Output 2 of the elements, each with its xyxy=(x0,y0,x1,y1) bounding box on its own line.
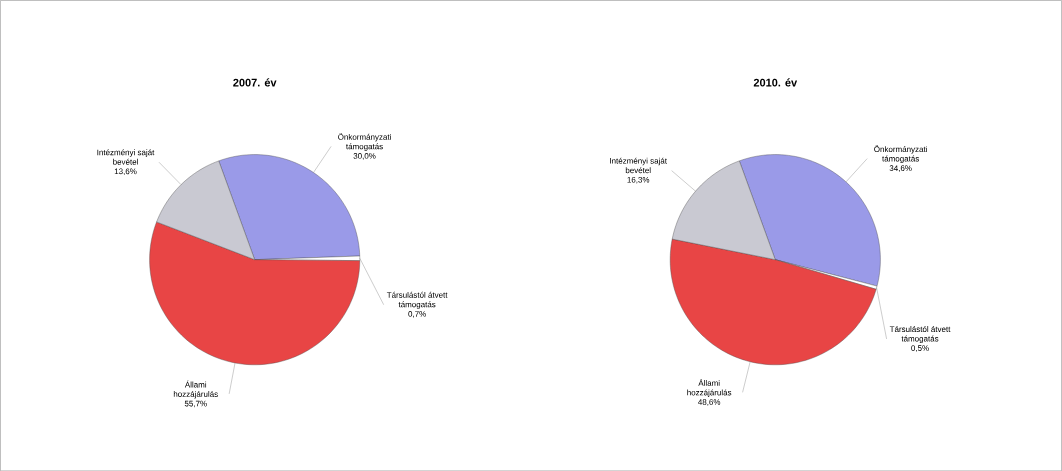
chart-title: 2010. év xyxy=(753,78,798,87)
chart-title: 2007. év xyxy=(233,78,277,87)
